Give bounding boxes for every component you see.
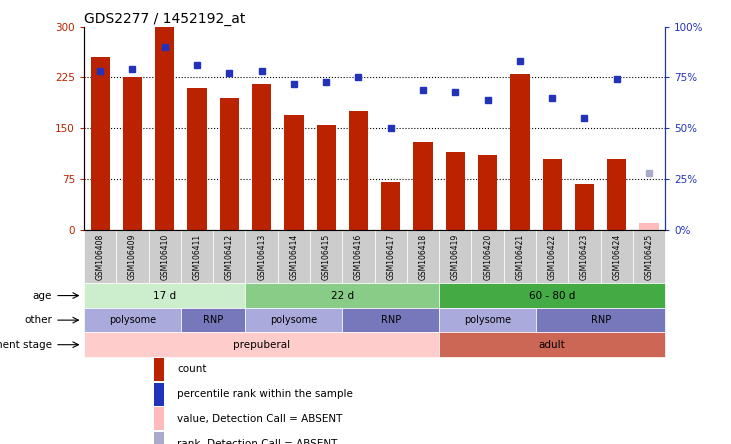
Bar	[116, 230, 148, 283]
Text: 60 - 80 d: 60 - 80 d	[529, 290, 575, 301]
Bar	[123, 77, 142, 230]
Text: prepuberal: prepuberal	[233, 340, 290, 350]
Text: count: count	[177, 365, 207, 374]
Text: percentile rank within the sample: percentile rank within the sample	[177, 389, 353, 399]
Bar	[381, 182, 401, 230]
Bar	[148, 230, 181, 283]
Bar	[439, 333, 665, 357]
Bar	[536, 308, 665, 333]
Bar	[84, 283, 246, 308]
Bar	[154, 383, 164, 406]
Bar	[84, 308, 181, 333]
Bar	[510, 74, 529, 230]
Text: 22 d: 22 d	[331, 290, 354, 301]
Text: GSM106419: GSM106419	[451, 234, 460, 280]
Bar	[154, 358, 164, 381]
Text: GSM106422: GSM106422	[548, 234, 557, 280]
Text: 17 d: 17 d	[154, 290, 176, 301]
Text: GSM106423: GSM106423	[580, 234, 589, 280]
Bar	[246, 230, 278, 283]
Bar	[246, 308, 342, 333]
Bar	[278, 230, 310, 283]
Bar	[342, 308, 439, 333]
Bar	[154, 407, 164, 431]
Text: GSM106414: GSM106414	[289, 234, 298, 280]
Bar	[640, 223, 659, 230]
Bar	[284, 115, 303, 230]
Text: rank, Detection Call = ABSENT: rank, Detection Call = ABSENT	[177, 439, 338, 444]
Text: age: age	[32, 290, 52, 301]
Text: GSM106411: GSM106411	[192, 234, 202, 280]
Text: GSM106415: GSM106415	[322, 234, 330, 280]
Bar	[439, 230, 471, 283]
Bar	[607, 159, 626, 230]
Bar	[575, 184, 594, 230]
Text: GSM106410: GSM106410	[160, 234, 170, 280]
Text: RNP: RNP	[381, 315, 401, 325]
Text: polysome: polysome	[109, 315, 156, 325]
Bar	[342, 230, 374, 283]
Bar	[181, 308, 246, 333]
Bar	[413, 142, 433, 230]
Text: other: other	[24, 315, 52, 325]
Bar	[155, 27, 175, 230]
Bar	[542, 159, 562, 230]
Bar	[374, 230, 407, 283]
Text: GSM106421: GSM106421	[515, 234, 524, 280]
Text: GSM106408: GSM106408	[96, 234, 105, 280]
Bar	[478, 155, 497, 230]
Text: development stage: development stage	[0, 340, 52, 350]
Text: GSM106413: GSM106413	[257, 234, 266, 280]
Bar	[439, 308, 536, 333]
Text: GSM106412: GSM106412	[225, 234, 234, 280]
Bar	[407, 230, 439, 283]
Bar	[633, 230, 665, 283]
Text: GSM106420: GSM106420	[483, 234, 492, 280]
Text: GDS2277 / 1452192_at: GDS2277 / 1452192_at	[84, 12, 246, 26]
Text: GSM106425: GSM106425	[645, 234, 654, 280]
Bar	[213, 230, 246, 283]
Text: polysome: polysome	[464, 315, 511, 325]
Text: RNP: RNP	[591, 315, 611, 325]
Bar	[569, 230, 601, 283]
Bar	[84, 230, 116, 283]
Text: polysome: polysome	[270, 315, 317, 325]
Bar	[601, 230, 633, 283]
Bar	[181, 230, 213, 283]
Bar	[154, 432, 164, 444]
Bar	[349, 111, 368, 230]
Text: adult: adult	[539, 340, 566, 350]
Text: RNP: RNP	[203, 315, 224, 325]
Bar	[310, 230, 342, 283]
Bar	[252, 84, 271, 230]
Text: GSM106424: GSM106424	[613, 234, 621, 280]
Bar	[91, 57, 110, 230]
Text: GSM106409: GSM106409	[128, 234, 137, 280]
Bar	[471, 230, 504, 283]
Bar	[246, 283, 439, 308]
Bar	[317, 125, 336, 230]
Text: GSM106416: GSM106416	[354, 234, 363, 280]
Bar	[84, 333, 439, 357]
Text: GSM106418: GSM106418	[419, 234, 428, 280]
Text: GSM106417: GSM106417	[386, 234, 395, 280]
Bar	[187, 87, 207, 230]
Bar	[446, 152, 465, 230]
Bar	[536, 230, 569, 283]
Text: value, Detection Call = ABSENT: value, Detection Call = ABSENT	[177, 414, 342, 424]
Bar	[439, 283, 665, 308]
Bar	[219, 98, 239, 230]
Bar	[504, 230, 536, 283]
